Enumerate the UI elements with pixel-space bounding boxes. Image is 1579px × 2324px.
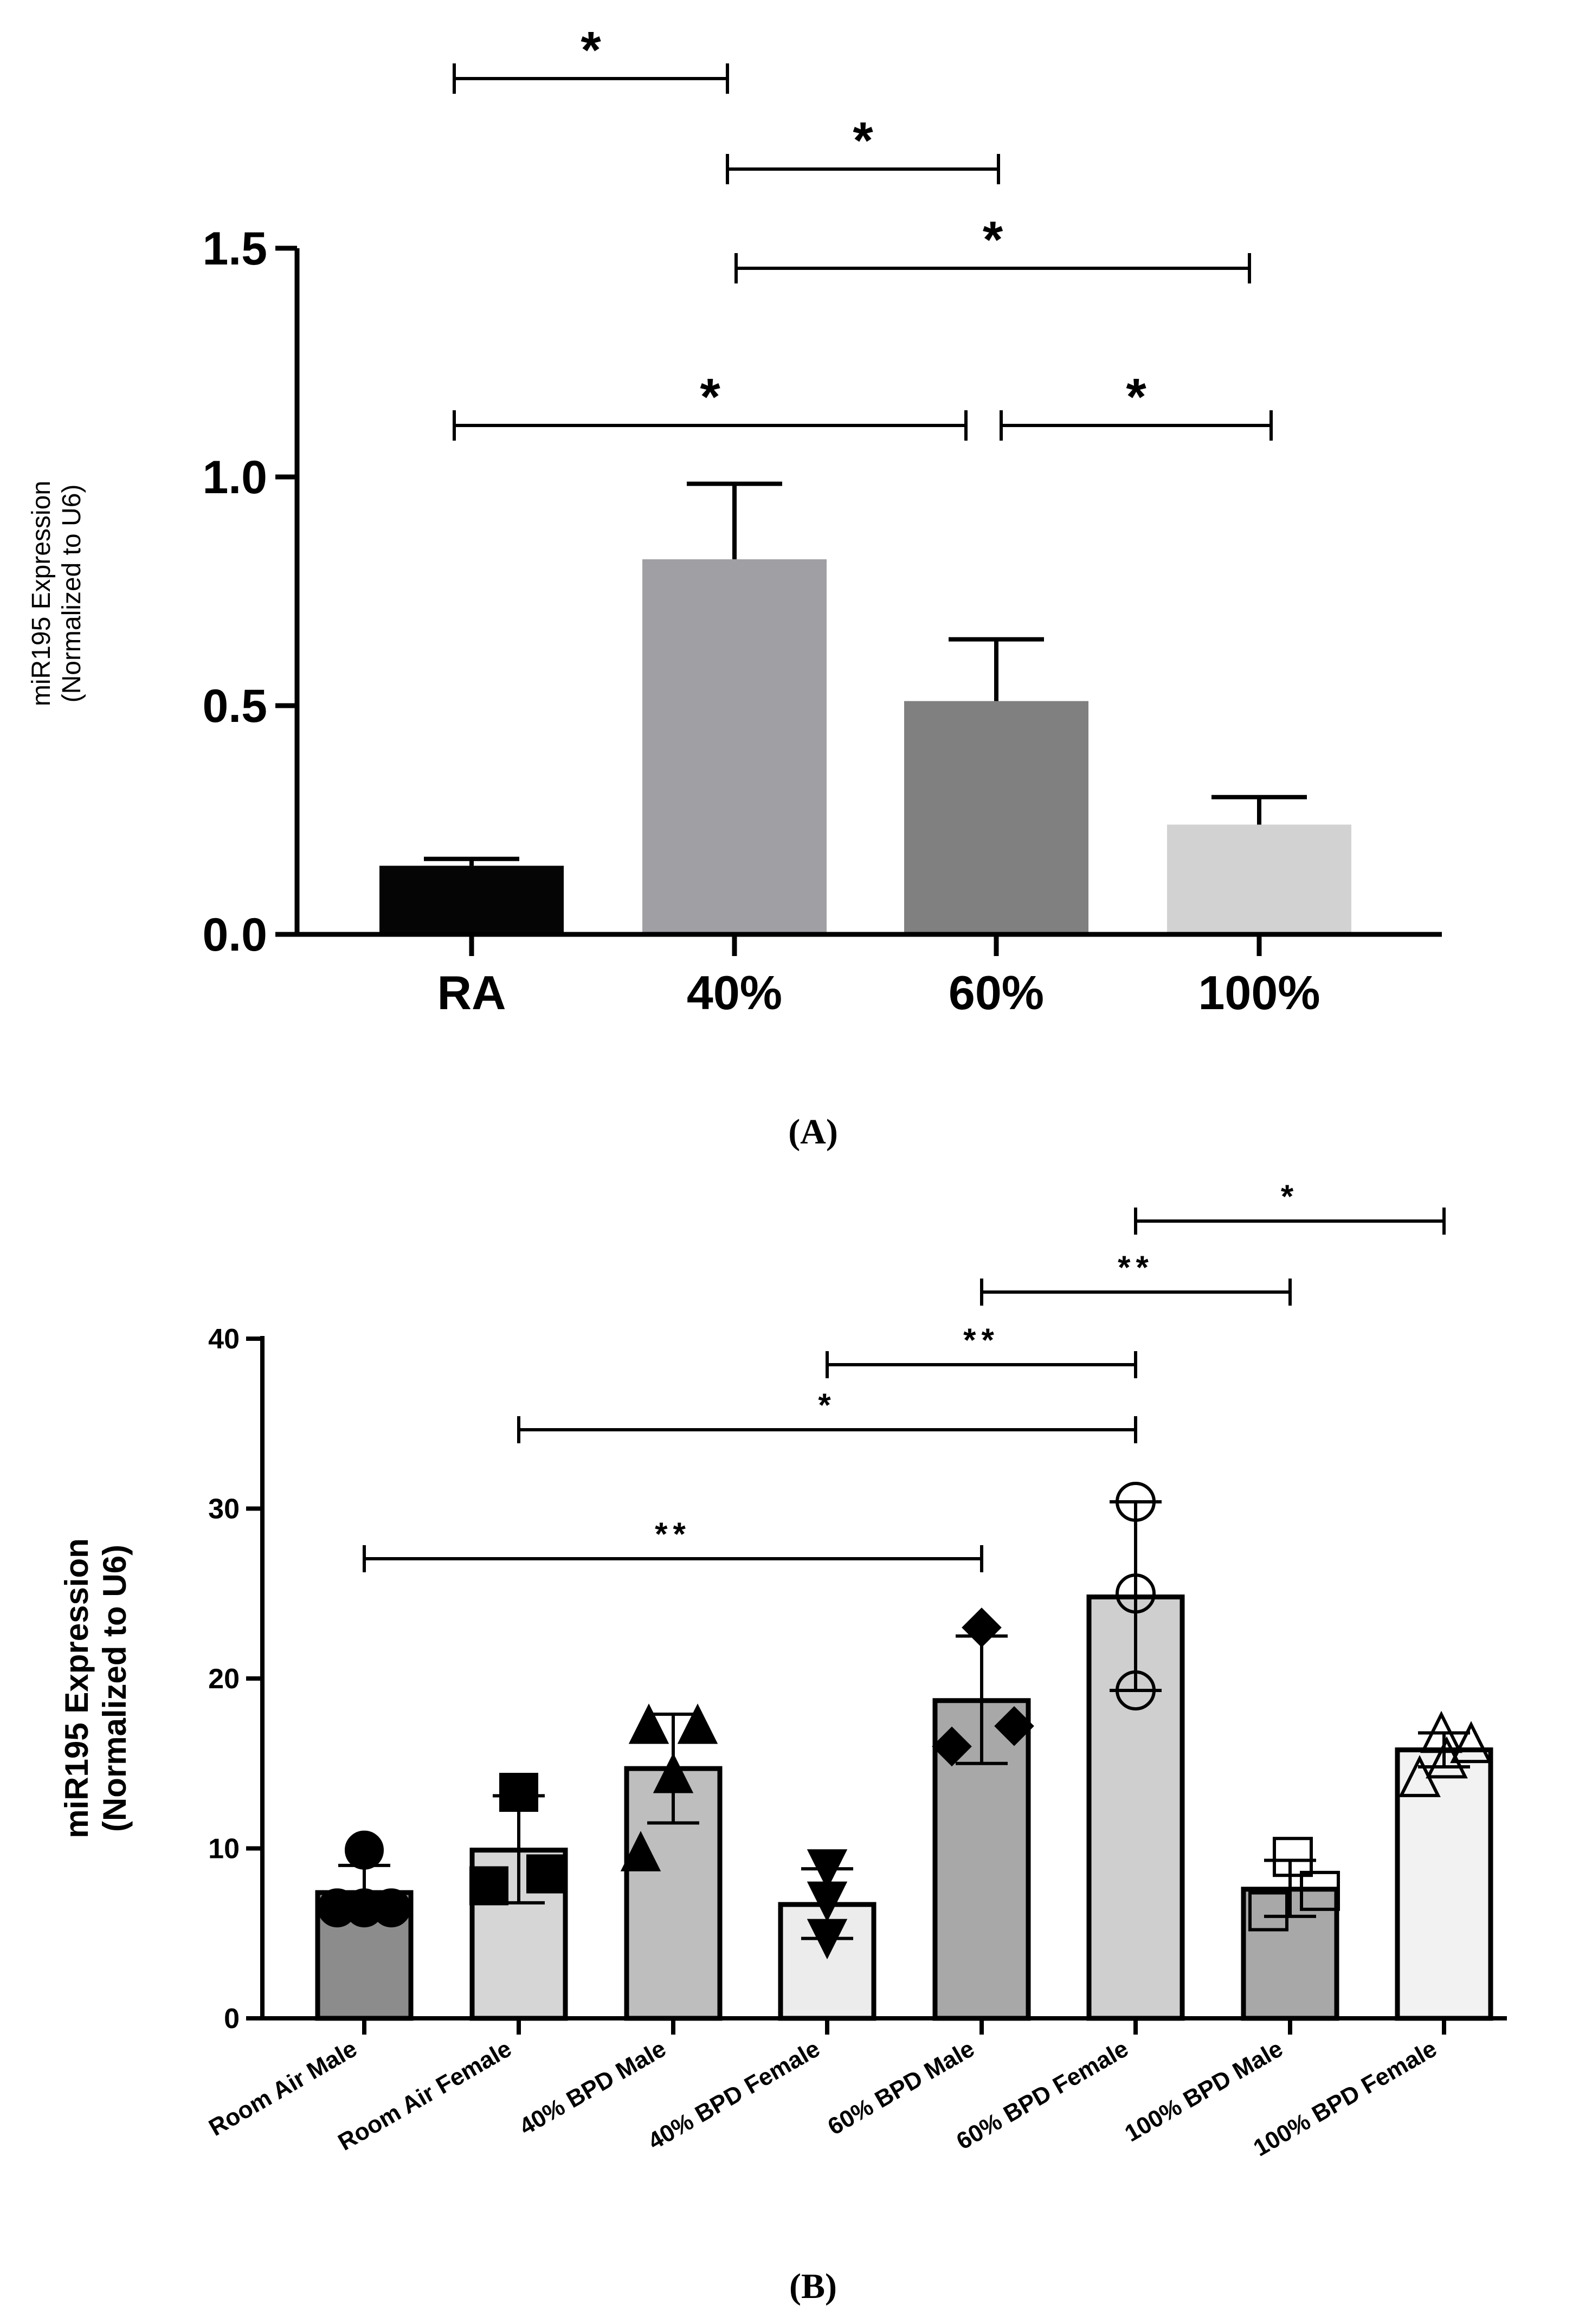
panel-b-point-1-1 [526, 1854, 565, 1894]
panel-a-y-tick-label-1: 0.5 [202, 680, 267, 732]
panel-b-sig-label-4: ** [655, 1516, 691, 1552]
panel-b-point-4-0 [932, 1726, 972, 1767]
panel-b-y-tick-label-4: 40 [208, 1324, 240, 1355]
panel-b-point-1-2 [499, 1773, 538, 1812]
panel-a-x-tick-label-2: 60% [949, 966, 1044, 1019]
panel-b-point-4-2 [962, 1608, 1002, 1648]
panel-a-y-label-2: (Normalized to U6) [57, 485, 86, 703]
panel-b-point-2-3 [677, 1703, 718, 1744]
panel-a-bar-2 [904, 701, 1088, 934]
panel-a-bar-1 [642, 559, 827, 934]
panel-b-y-tick-label-3: 30 [208, 1494, 240, 1525]
panel-a-sig-label-2: * [983, 211, 1003, 269]
panel-a-y-tick-label-3: 1.5 [202, 223, 267, 275]
panel-b-x-tick-label-1: Room Air Female [334, 2035, 516, 2156]
panel-b-point-5-1 [1116, 1573, 1156, 1614]
panel-b-y-label: miR195 Expression [59, 1538, 95, 1838]
panel-b-point-6-2 [1273, 1837, 1313, 1877]
panel-b-y-tick-label-0: 0 [224, 2003, 240, 2035]
panel-b-point-0-2 [372, 1888, 411, 1928]
panel-b-label: (B) [789, 2267, 837, 2306]
panel-b-point-4-1 [994, 1706, 1034, 1746]
panel-b-point-2-1 [653, 1753, 694, 1793]
panel-b-point-7-2 [1450, 1721, 1492, 1764]
panel-b-point-7-3 [1420, 1710, 1462, 1753]
panel-b-point-6-0 [1248, 1891, 1288, 1932]
panel-b-point-5-2 [1116, 1481, 1156, 1522]
panel-b-sig-label-2: ** [963, 1322, 1000, 1358]
panel-a-y-tick-label-0: 0.0 [202, 909, 267, 961]
panel-b-sig-label-0: * [1281, 1178, 1299, 1215]
panel-b-point-6-1 [1300, 1870, 1340, 1911]
panel-a-sig-label-1: * [853, 112, 873, 170]
panel-a-bar-3 [1167, 824, 1351, 934]
panel-b-x-tick-label-3: 40% BPD Female [643, 2035, 824, 2155]
panel-a-label: (A) [788, 1112, 838, 1152]
panel-a-x-tick-label-1: 40% [687, 966, 782, 1019]
panel-b-x-tick-label-0: Room Air Male [204, 2035, 362, 2141]
panel-a-sig-label-0: * [581, 21, 601, 79]
panel-a-sig-label-4: * [1126, 368, 1146, 426]
panel-b-point-1-0 [469, 1866, 508, 1906]
panel-b-x-tick-label-6: 100% BPD Male [1120, 2035, 1287, 2147]
panel-b-point-2-0 [620, 1831, 661, 1871]
panel-b-x-tick-label-2: 40% BPD Male [515, 2035, 671, 2140]
panel-b-x-tick-label-5: 60% BPD Female [952, 2035, 1133, 2155]
panel-a-y-label: miR195 Expression [27, 481, 56, 706]
panel-b-y-label-2: (Normalized to U6) [96, 1545, 133, 1832]
panel-a-bar-0 [379, 866, 564, 934]
panel-a-x-tick-label-0: RA [437, 966, 506, 1019]
panel-b-point-2-2 [628, 1703, 669, 1744]
panel-b-sig-label-1: ** [1118, 1249, 1154, 1286]
panel-b-point-3-2 [807, 1849, 848, 1890]
panel-a-chart: 0.0 0.5 1.0 1.5 RA 40% 60% 100% * * * * * miR195 E… [27, 21, 1442, 1152]
panel-b-bar-7 [1395, 1747, 1493, 2021]
panel-b-x-tick-label-4: 60% BPD Male [823, 2035, 979, 2140]
panel-b-sig-label-3: * [818, 1387, 836, 1423]
panel-b-y-tick-label-2: 20 [208, 1663, 240, 1695]
panel-b-point-5-0 [1116, 1670, 1156, 1710]
panel-a-sig-label-3: * [700, 368, 720, 426]
panel-a-x-tick-label-3: 100% [1198, 966, 1320, 1019]
panel-b-point-0-3 [345, 1830, 384, 1870]
panel-b-y-tick-label-1: 10 [208, 1834, 240, 1865]
panel-a-y-tick-label-2: 1.0 [202, 451, 267, 503]
